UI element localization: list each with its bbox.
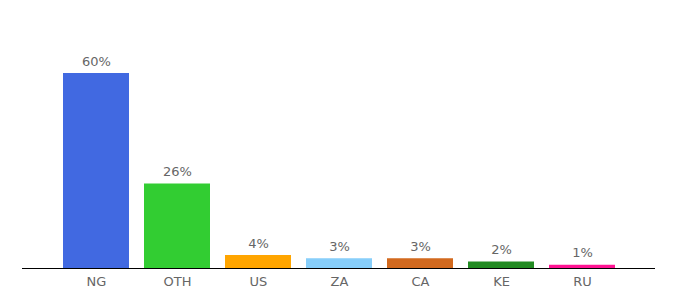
svg-text:OTH: OTH [164,274,192,289]
svg-text:CA: CA [412,274,430,289]
svg-text:2%: 2% [491,242,512,257]
svg-text:RU: RU [573,274,592,289]
svg-text:1%: 1% [572,245,593,260]
svg-text:KE: KE [493,274,510,289]
svg-text:26%: 26% [163,164,192,179]
svg-text:US: US [250,274,268,289]
svg-text:60%: 60% [82,54,111,69]
svg-text:4%: 4% [248,236,269,251]
svg-text:3%: 3% [329,239,350,254]
svg-text:ZA: ZA [331,274,349,289]
svg-text:3%: 3% [410,239,431,254]
svg-text:NG: NG [87,274,107,289]
